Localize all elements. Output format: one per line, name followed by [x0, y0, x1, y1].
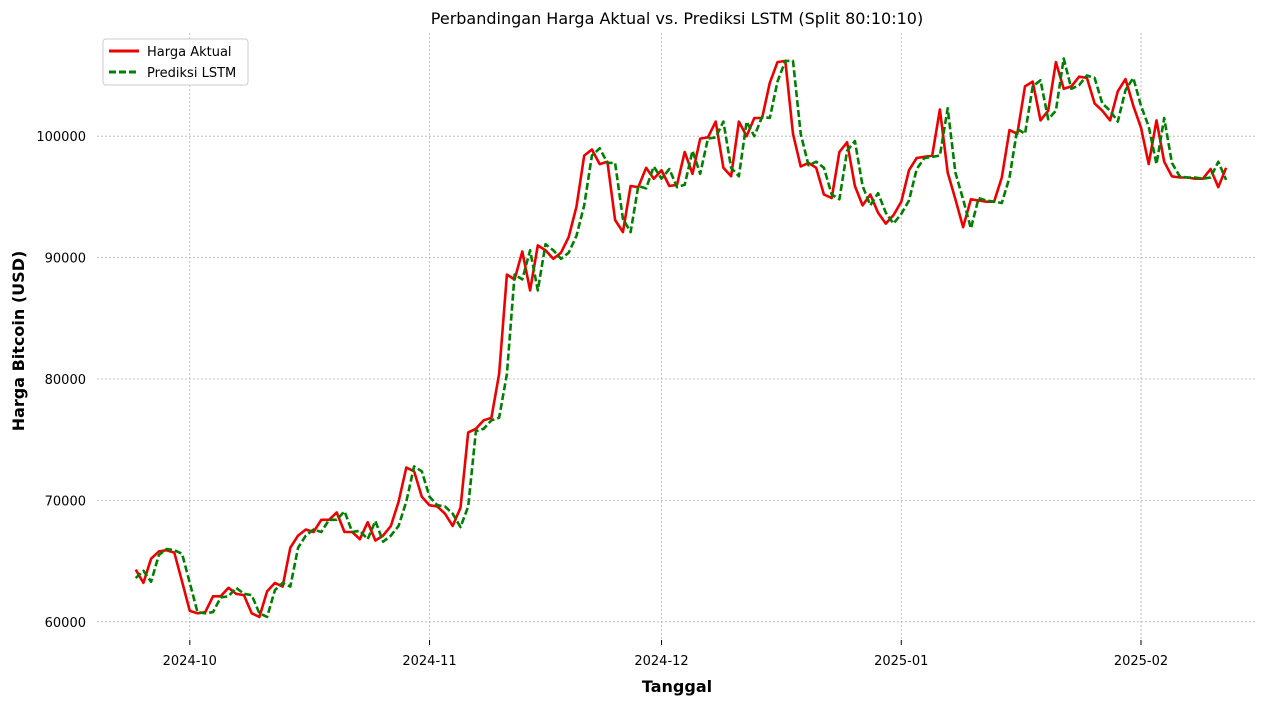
x-axis-ticks: 2024-10 2024-11 2024-12 2025-01 2025-02 — [163, 640, 1168, 669]
x-tick-label-3: 2025-01 — [874, 654, 928, 669]
series-line-prediction — [134, 57, 1228, 619]
y-tick-label-4: 100000 — [36, 130, 86, 145]
grid-lines — [97, 33, 1257, 640]
legend-box — [102, 38, 249, 86]
y-tick-label-2: 80000 — [45, 373, 86, 388]
y-tick-label-1: 70000 — [45, 494, 86, 509]
legend-label-actual: Harga Aktual — [147, 45, 232, 60]
legend-label-prediction: Prediksi LSTM — [147, 66, 236, 81]
legend: Harga Aktual Prediksi LSTM — [102, 38, 249, 86]
y-axis-label: Harga Bitcoin (USD) — [9, 251, 28, 432]
x-tick-label-0: 2024-10 — [163, 654, 217, 669]
x-axis-label: Tanggal — [642, 677, 712, 696]
series-lines — [134, 57, 1228, 619]
y-tick-label-3: 90000 — [45, 252, 86, 267]
y-tick-label-0: 60000 — [45, 616, 86, 631]
x-tick-label-4: 2025-02 — [1114, 654, 1168, 669]
x-tick-label-2: 2024-12 — [634, 654, 688, 669]
chart-title: Perbandingan Harga Aktual vs. Prediksi L… — [431, 9, 923, 28]
series-line-actual — [134, 59, 1228, 619]
x-tick-label-1: 2024-11 — [402, 654, 456, 669]
y-axis-ticks: 60000 70000 80000 90000 100000 — [36, 130, 86, 631]
